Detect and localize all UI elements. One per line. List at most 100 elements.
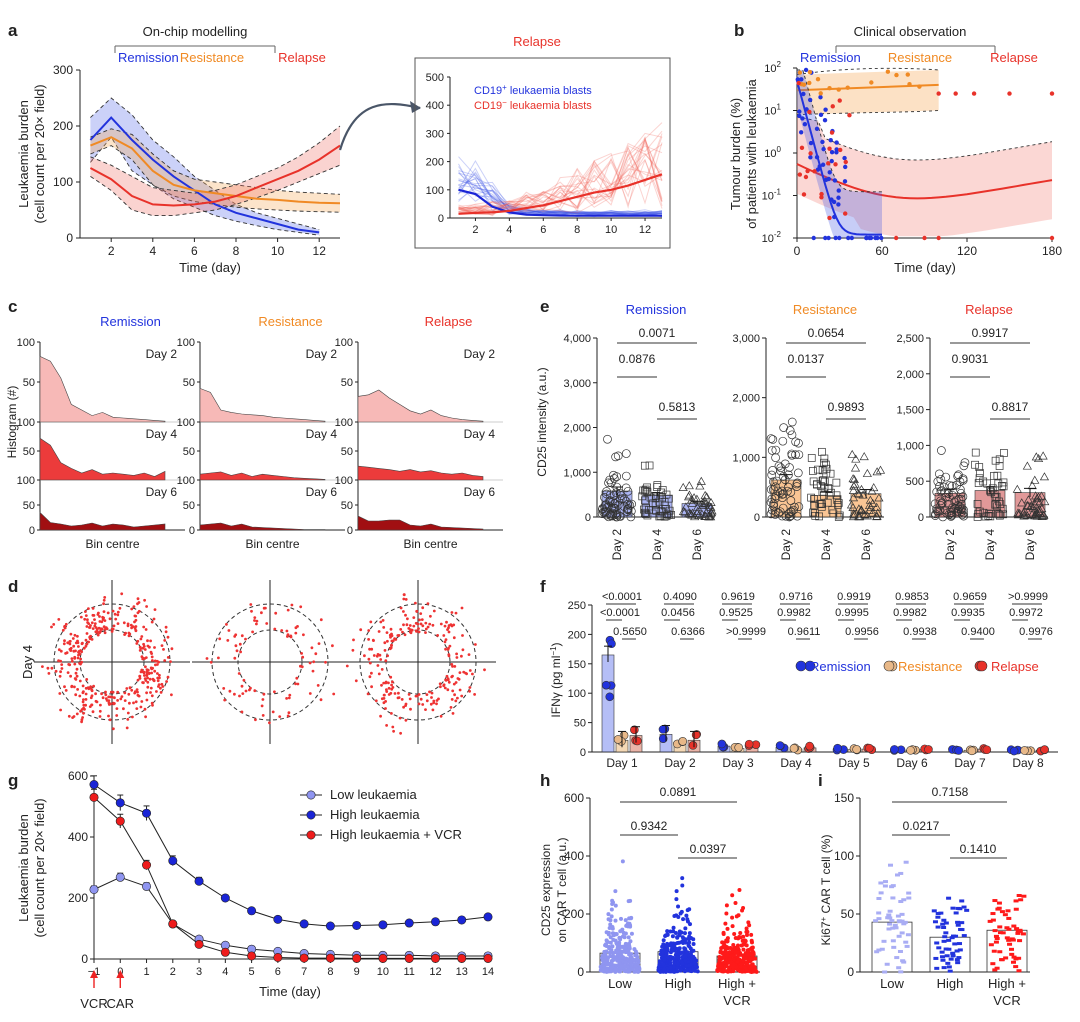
- data-point: [993, 940, 999, 944]
- data-point: [939, 482, 949, 492]
- cell-point: [156, 679, 160, 683]
- cell-point: [75, 667, 79, 671]
- cell-point: [84, 698, 88, 701]
- data-point: [680, 955, 685, 960]
- data-point: [680, 883, 685, 888]
- data-point: [856, 505, 866, 514]
- data-point: [675, 969, 680, 974]
- cell-point: [451, 665, 454, 668]
- data-point: [605, 490, 615, 500]
- data-point: [890, 939, 896, 943]
- data-point: [744, 962, 749, 967]
- facet-title: Relapse: [965, 302, 1013, 317]
- data-point: [816, 482, 825, 490]
- x-tick-label: 1: [143, 966, 149, 978]
- data-point: [668, 929, 673, 934]
- data-point: [749, 951, 754, 956]
- data-point: [691, 730, 701, 740]
- cell-point: [415, 610, 419, 613]
- cell-point: [68, 647, 72, 651]
- x-tick-label: 8: [327, 966, 333, 978]
- legend-label: High leukaemia: [330, 807, 420, 822]
- point-remission: [832, 214, 837, 220]
- data-point: [627, 499, 636, 509]
- x-axis-label: Time (day): [894, 260, 956, 275]
- data-point: [1016, 893, 1022, 897]
- data-point: [1021, 894, 1027, 898]
- y-tick-label: 250: [568, 600, 586, 612]
- point-remission: [815, 167, 821, 172]
- cell-point: [93, 618, 96, 621]
- point-remission: [833, 235, 838, 241]
- cell-point: [80, 708, 84, 711]
- cell-point: [103, 596, 107, 599]
- inset-x-tick: 6: [540, 224, 546, 236]
- data-point: [1038, 451, 1048, 460]
- data-point: [730, 953, 735, 958]
- data-point: [660, 954, 665, 959]
- data-point: [946, 965, 952, 969]
- cell-point: [392, 729, 395, 733]
- cell-point: [233, 656, 237, 660]
- data-point: [1006, 916, 1012, 920]
- data-point: [940, 922, 946, 926]
- data-point: [89, 792, 99, 802]
- data-point: [719, 964, 724, 969]
- data-point: [675, 935, 680, 940]
- data-point: [820, 477, 829, 486]
- inset-x-tick: 10: [605, 224, 617, 236]
- data-point: [937, 446, 946, 455]
- individual-trace-cd19pos: [458, 177, 663, 217]
- data-point: [893, 926, 899, 930]
- cell-point: [218, 637, 222, 641]
- data-point: [600, 493, 609, 502]
- data-point: [649, 499, 658, 508]
- data-point: [674, 966, 679, 971]
- cell-point: [458, 688, 462, 692]
- cell-point: [90, 703, 94, 707]
- data-point: [273, 952, 283, 962]
- cell-point: [402, 705, 405, 709]
- data-point: [352, 920, 362, 930]
- data-point: [807, 493, 815, 502]
- cell-point: [57, 648, 61, 652]
- p-value: 0.0071: [639, 326, 676, 340]
- data-point: [814, 465, 822, 474]
- cell-point: [368, 661, 372, 665]
- data-point: [1017, 939, 1023, 943]
- data-point: [1034, 498, 1045, 507]
- cell-point: [126, 718, 130, 721]
- point-remission: [798, 130, 804, 135]
- data-point: [741, 934, 746, 939]
- cell-point: [444, 647, 447, 651]
- data-point: [723, 944, 728, 949]
- cell-point: [67, 714, 71, 718]
- point-remission: [834, 140, 839, 145]
- data-point: [873, 919, 879, 923]
- data-point: [770, 494, 780, 503]
- data-point: [991, 500, 1000, 509]
- cell-point: [237, 672, 241, 675]
- data-point: [832, 491, 841, 500]
- histogram-area: [39, 437, 166, 481]
- data-point: [866, 502, 876, 512]
- data-point: [614, 932, 619, 937]
- data-point: [953, 501, 963, 510]
- data-point: [618, 954, 623, 959]
- data-point: [684, 481, 694, 490]
- cell-point: [286, 608, 290, 612]
- cell-point: [138, 677, 142, 680]
- y-tick-label: 600: [68, 769, 88, 783]
- data-point: [607, 962, 612, 967]
- data-point: [743, 939, 748, 944]
- cell-point: [238, 694, 241, 698]
- data-point: [1036, 491, 1047, 500]
- cell-point: [71, 637, 75, 640]
- mean-line-cd19neg: [458, 173, 663, 215]
- point-relapse: [838, 147, 843, 153]
- data-point: [677, 932, 682, 937]
- cell-point: [468, 689, 471, 693]
- data-point: [613, 735, 623, 744]
- cell-point: [126, 624, 130, 628]
- cell-point: [363, 654, 366, 658]
